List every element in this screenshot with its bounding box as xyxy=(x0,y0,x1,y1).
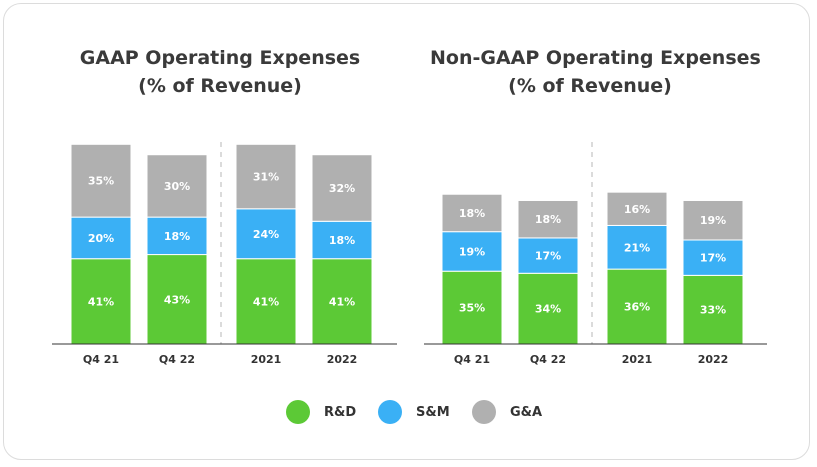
x-tick-label-nongaap-3: 2022 xyxy=(698,353,729,366)
data-label-nongaap-sm-3: 17% xyxy=(700,252,726,265)
data-label-gaap-rd-0: 41% xyxy=(88,295,114,308)
bar-gaap-ga-1 xyxy=(146,154,208,218)
data-label-gaap-ga-3: 32% xyxy=(329,182,355,195)
bar-gaap-rd-2 xyxy=(235,258,297,345)
bar-gaap-ga-2 xyxy=(235,143,297,210)
bar-nongaap-sm-0 xyxy=(441,231,503,272)
chart-title-nongaap-text: Non-GAAP Operating Expenses xyxy=(430,47,761,69)
data-label-gaap-rd-1: 43% xyxy=(164,293,190,306)
chart-subtitle-gaap-text: (% of Revenue) xyxy=(138,75,302,97)
legend-swatch-rd xyxy=(286,400,310,424)
legend-swatch-ga xyxy=(472,400,496,424)
data-label-gaap-rd-2: 41% xyxy=(253,295,279,308)
bar-nongaap-rd-1 xyxy=(517,272,579,345)
data-label-gaap-sm-3: 18% xyxy=(329,234,355,247)
bar-nongaap-sm-1 xyxy=(517,237,579,274)
bar-gaap-rd-1 xyxy=(146,254,208,345)
legend-label-sm: S&M xyxy=(416,404,450,420)
bar-nongaap-rd-0 xyxy=(441,270,503,345)
x-tick-label-gaap-3: 2022 xyxy=(327,353,358,366)
data-label-gaap-ga-0: 35% xyxy=(88,175,114,188)
bar-gaap-ga-3 xyxy=(311,154,373,222)
x-tick-label-nongaap-0: Q4 21 xyxy=(454,353,490,366)
data-label-nongaap-rd-0: 35% xyxy=(459,302,485,315)
x-tick-label-gaap-1: Q4 22 xyxy=(159,353,195,366)
legend: R&D S&M G&A xyxy=(0,397,817,427)
x-tick-label-gaap-0: Q4 21 xyxy=(83,353,119,366)
data-label-nongaap-ga-2: 16% xyxy=(624,203,650,216)
bar-gaap-ga-0 xyxy=(70,143,132,218)
data-label-nongaap-rd-1: 34% xyxy=(535,303,561,316)
bar-nongaap-ga-1 xyxy=(517,199,579,239)
chart-subtitle-nongaap-text: (% of Revenue) xyxy=(508,75,672,97)
chart-title-nongaap: Non-GAAP Operating Expenses (% of Revenu… xyxy=(430,44,761,100)
data-label-nongaap-rd-3: 33% xyxy=(700,304,726,317)
data-label-gaap-sm-2: 24% xyxy=(253,228,279,241)
data-label-nongaap-sm-0: 19% xyxy=(459,245,485,258)
bar-nongaap-rd-3 xyxy=(682,274,744,345)
chart-title-gaap-text: GAAP Operating Expenses xyxy=(79,47,361,69)
data-label-nongaap-ga-0: 18% xyxy=(459,207,485,220)
bar-gaap-sm-1 xyxy=(146,216,208,256)
x-tick-label-gaap-2: 2021 xyxy=(251,353,282,366)
legend-item-sm: S&M xyxy=(378,397,450,427)
bar-gaap-sm-2 xyxy=(235,208,297,260)
data-label-gaap-rd-3: 41% xyxy=(329,295,355,308)
data-label-nongaap-sm-2: 21% xyxy=(624,241,650,254)
data-label-gaap-ga-1: 30% xyxy=(164,180,190,193)
bar-nongaap-rd-2 xyxy=(606,268,668,345)
bar-nongaap-ga-3 xyxy=(682,199,744,241)
legend-label-ga: G&A xyxy=(510,404,543,420)
legend-item-ga: G&A xyxy=(472,397,542,427)
bar-nongaap-sm-2 xyxy=(606,224,668,270)
data-label-nongaap-ga-3: 19% xyxy=(700,214,726,227)
data-label-gaap-sm-0: 20% xyxy=(88,232,114,245)
bar-gaap-rd-0 xyxy=(70,258,132,345)
bar-nongaap-ga-2 xyxy=(606,191,668,226)
legend-swatch-sm xyxy=(378,400,402,424)
data-label-nongaap-sm-1: 17% xyxy=(535,250,561,263)
bar-nongaap-ga-0 xyxy=(441,193,503,233)
bar-gaap-sm-3 xyxy=(311,220,373,260)
chart-card xyxy=(3,3,810,460)
data-label-gaap-ga-2: 31% xyxy=(253,171,279,184)
data-label-gaap-sm-1: 18% xyxy=(164,230,190,243)
data-label-nongaap-ga-1: 18% xyxy=(535,213,561,226)
legend-label-rd: R&D xyxy=(324,404,357,420)
legend-item-rd: R&D xyxy=(286,397,356,427)
chart-title-gaap: GAAP Operating Expenses (% of Revenue) xyxy=(70,44,370,100)
x-tick-label-nongaap-1: Q4 22 xyxy=(530,353,566,366)
data-label-nongaap-rd-2: 36% xyxy=(624,301,650,314)
x-tick-label-nongaap-2: 2021 xyxy=(622,353,653,366)
